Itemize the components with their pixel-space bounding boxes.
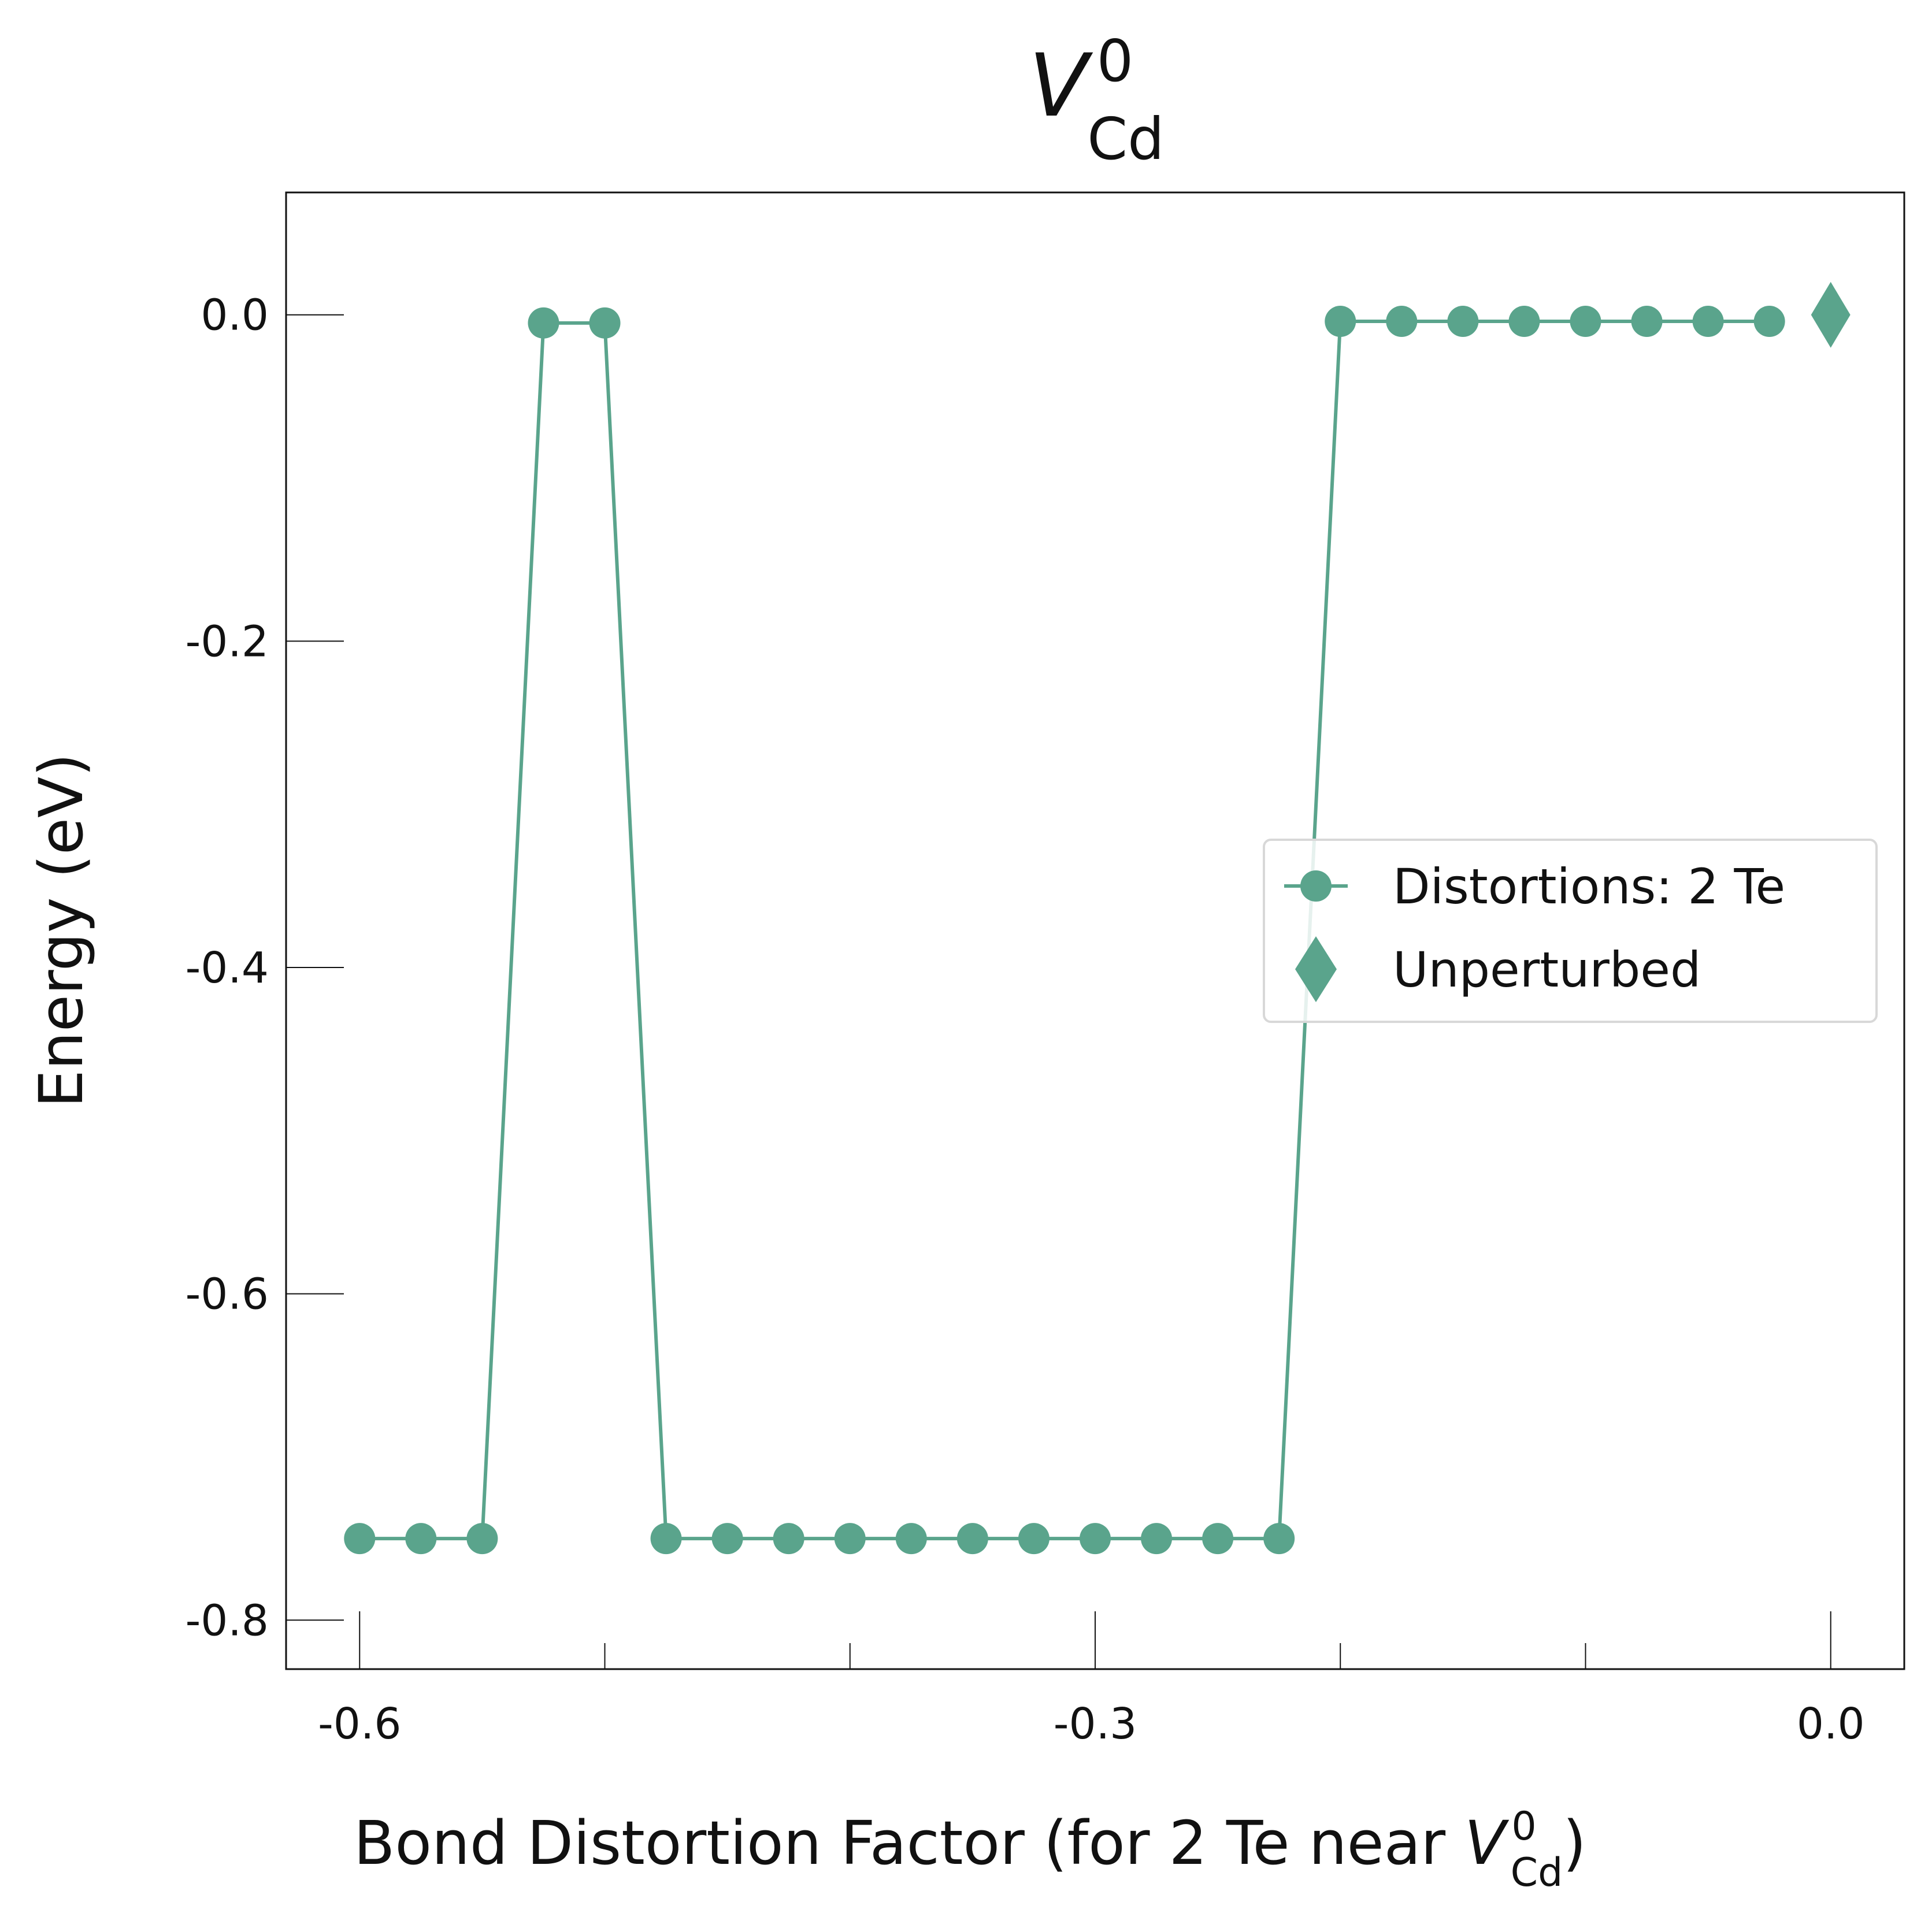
distortions-data-point [1508, 306, 1540, 338]
x-axis-label-closing: ) [1563, 1808, 1586, 1878]
chart-title-subscript: Cd [1087, 105, 1164, 173]
distortions-data-point [650, 1523, 682, 1555]
x-axis-label-text: Bond Distortion Factor (for 2 Te near [354, 1808, 1464, 1878]
x-axis-label-symbol: V [1464, 1808, 1510, 1878]
y-axis-label: Energy (eV) [26, 753, 97, 1107]
series-layer [344, 281, 1851, 1555]
distortions-data-point [344, 1523, 376, 1555]
legend-label-distortions: Distortions: 2 Te [1393, 858, 1785, 915]
distortions-data-point [895, 1523, 927, 1555]
distortions-data-point [1753, 306, 1785, 338]
chart-title-symbol: V [1029, 36, 1093, 136]
distortions-data-point [834, 1523, 866, 1555]
distortions-data-point [1692, 306, 1724, 338]
x-axis-label-superscript: 0 [1511, 1804, 1536, 1849]
distortions-data-point [1447, 306, 1479, 338]
distortions-data-point [1570, 306, 1601, 338]
distortions-data-point [466, 1523, 498, 1555]
legend-label-unperturbed: Unperturbed [1393, 941, 1701, 998]
x-tick-label: -0.6 [318, 1699, 401, 1749]
x-tick-label: -0.3 [1054, 1699, 1137, 1749]
y-axis-ticks: 0.0 -0.2 -0.4 -0.6 -0.8 [186, 291, 344, 1645]
distortions-data-point [1080, 1523, 1111, 1555]
distortions-data-point [1263, 1523, 1295, 1555]
distortions-data-point [773, 1523, 804, 1555]
unperturbed-data-point [1811, 281, 1851, 348]
distortions-data-point [1325, 306, 1356, 338]
legend: Distortions: 2 Te Unperturbed [1263, 839, 1878, 1023]
distortions-data-point [1202, 1523, 1234, 1555]
distortions-data-point [1141, 1523, 1173, 1555]
x-tick-label: 0.0 [1797, 1699, 1865, 1749]
distortions-data-point [589, 307, 621, 339]
y-tick-label: 0.0 [201, 291, 269, 340]
distortions-data-point [405, 1523, 437, 1555]
y-tick-label: -0.6 [186, 1270, 269, 1319]
legend-marker-distortions [1300, 870, 1332, 902]
x-axis-ticks: -0.6 -0.3 0.0 [318, 1611, 1865, 1749]
distortions-data-point [1018, 1523, 1050, 1555]
y-tick-label: -0.8 [186, 1596, 269, 1645]
y-tick-label: -0.4 [186, 943, 269, 993]
legend-marker-unperturbed [1295, 936, 1337, 1002]
distortions-data-point [956, 1523, 988, 1555]
distortions-data-point [528, 307, 559, 339]
legend-box [1263, 839, 1878, 1023]
distortions-data-point [711, 1523, 743, 1555]
chart-title-superscript: 0 [1097, 27, 1134, 95]
y-tick-label: -0.2 [186, 617, 269, 666]
distortions-data-point [1386, 306, 1418, 338]
distortions-data-point [1631, 306, 1663, 338]
chart-title: V 0 Cd [1029, 27, 1165, 173]
x-axis-label-subscript: Cd [1511, 1850, 1563, 1896]
